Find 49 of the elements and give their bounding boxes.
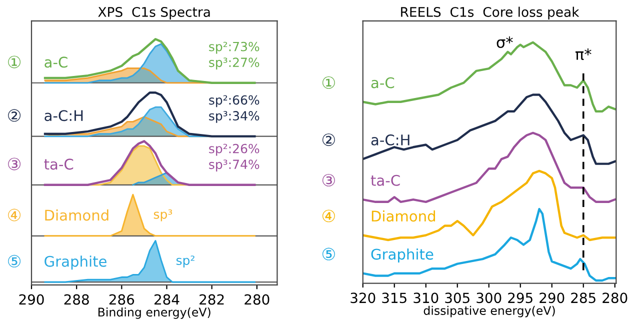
- annotation: sp³:74%: [209, 160, 260, 172]
- annotation: sp³: [154, 209, 172, 222]
- x-tick-label: 288: [64, 294, 89, 305]
- x-tick-label: 290: [540, 292, 564, 304]
- series-label: Graphite: [371, 248, 434, 263]
- text: ②: [322, 133, 335, 146]
- x-tick-label: 305: [445, 292, 470, 304]
- annotation: sp²:66%: [209, 95, 260, 108]
- x-tick-label: 320: [350, 292, 376, 304]
- series-label: Diamond: [45, 209, 108, 221]
- x-tick-label: 282: [200, 294, 224, 305]
- annotation: sp²:73%: [209, 42, 260, 54]
- text: ③: [8, 158, 21, 170]
- annotation: sp²: [176, 256, 194, 268]
- x-tick-label: 280: [602, 292, 628, 304]
- x-tick-label: 310: [414, 292, 438, 304]
- text: ⑤: [322, 248, 335, 260]
- series-label: a-C: [44, 56, 68, 68]
- x-tick-label: 300: [476, 292, 502, 304]
- x-tick-label: 295: [508, 292, 532, 304]
- x-axis-title: Binding energy(eV): [98, 307, 210, 319]
- text: ①: [322, 76, 335, 89]
- x-tick-label: 280: [244, 294, 270, 305]
- x-tick-label: 285: [571, 292, 596, 304]
- x-tick-label: 315: [382, 292, 406, 304]
- annotation: sp³:34%: [209, 111, 260, 123]
- text: ①: [8, 56, 21, 68]
- annotation: sp²:26%: [209, 144, 260, 156]
- x-axis-title: dissipative energy(eV): [424, 306, 555, 318]
- series-label: Graphite: [44, 256, 106, 270]
- text: ④: [322, 210, 335, 222]
- annotation: sp³:27%: [209, 58, 260, 70]
- series-label: Diamond: [372, 210, 435, 222]
- series-label: a-C:H: [44, 110, 83, 122]
- text: ②: [8, 109, 21, 122]
- x-tick-label: 284: [154, 294, 180, 305]
- text: ③: [322, 174, 335, 186]
- text: ⑤: [8, 254, 21, 268]
- chart-title: XPS C1s Spectra: [98, 6, 210, 20]
- x-tick-label: 290: [19, 294, 44, 305]
- series-label: ta-C: [370, 174, 400, 186]
- series-label: a-C:H: [371, 134, 410, 146]
- ref-line-label: π*: [576, 48, 592, 60]
- series-label: ta-C: [44, 158, 74, 170]
- text: ④: [8, 208, 21, 222]
- x-tick-label: 286: [109, 294, 134, 305]
- series-label: a-C: [371, 77, 394, 88]
- annotation: σ*: [496, 36, 513, 48]
- chart-title: REELS C1s Core loss peak: [401, 6, 580, 20]
